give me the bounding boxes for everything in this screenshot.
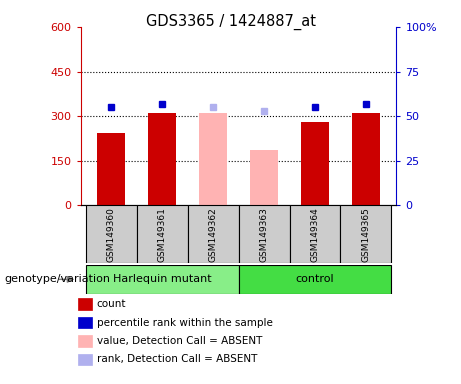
Bar: [301, 122, 329, 205]
Text: value, Detection Call = ABSENT: value, Detection Call = ABSENT: [97, 336, 262, 346]
FancyBboxPatch shape: [188, 205, 239, 263]
Bar: [97, 132, 125, 205]
Text: GDS3365 / 1424887_at: GDS3365 / 1424887_at: [146, 13, 315, 30]
Text: GSM149361: GSM149361: [158, 207, 167, 262]
Bar: [199, 113, 227, 205]
Text: GSM149362: GSM149362: [208, 207, 218, 262]
Text: rank, Detection Call = ABSENT: rank, Detection Call = ABSENT: [97, 354, 257, 364]
Text: GSM149360: GSM149360: [107, 207, 116, 262]
Bar: [352, 113, 380, 205]
Bar: [148, 113, 176, 205]
FancyBboxPatch shape: [239, 265, 391, 294]
FancyBboxPatch shape: [137, 205, 188, 263]
Text: control: control: [296, 274, 334, 285]
Text: Harlequin mutant: Harlequin mutant: [113, 274, 212, 285]
FancyBboxPatch shape: [290, 205, 340, 263]
FancyBboxPatch shape: [239, 205, 290, 263]
FancyBboxPatch shape: [86, 265, 239, 294]
Text: GSM149364: GSM149364: [310, 207, 319, 262]
FancyBboxPatch shape: [86, 205, 137, 263]
Bar: [250, 151, 278, 205]
Text: count: count: [97, 299, 126, 309]
Text: GSM149363: GSM149363: [260, 207, 269, 262]
Text: GSM149365: GSM149365: [361, 207, 370, 262]
FancyBboxPatch shape: [340, 205, 391, 263]
Text: percentile rank within the sample: percentile rank within the sample: [97, 318, 273, 328]
Text: genotype/variation: genotype/variation: [5, 274, 111, 285]
